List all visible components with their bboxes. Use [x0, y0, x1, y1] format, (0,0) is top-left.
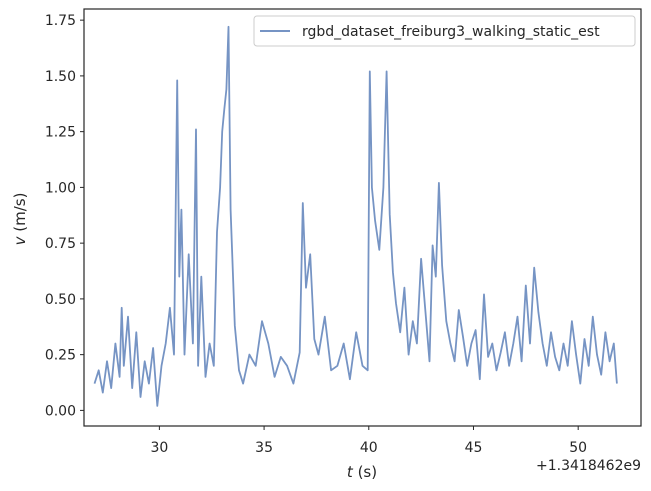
legend-box [253, 15, 636, 47]
x-axis-label-symbol: t [347, 463, 354, 481]
x-axis-offset: +1.3418462e9 [536, 458, 641, 474]
x-tick-label: 30 [150, 440, 168, 456]
y-axis-ticks: 0.00 0.25 0.50 0.75 1.00 1.25 1.50 1.75 [45, 13, 84, 419]
x-axis-label: t (s) [347, 463, 377, 481]
y-tick-label: 0.00 [45, 403, 76, 419]
x-tick-label: 40 [360, 440, 378, 456]
y-tick-label: 1.25 [45, 125, 76, 141]
series-line-0 [93, 25, 618, 407]
y-tick-label: 1.75 [45, 13, 76, 29]
x-axis-label-unit: (s) [353, 463, 377, 481]
x-tick-label: 45 [465, 440, 483, 456]
y-tick-label: 1.00 [45, 180, 76, 196]
y-tick-label: 1.50 [45, 69, 76, 85]
x-axis-ticks: 30 35 40 45 50 [150, 426, 587, 456]
x-tick-label: 35 [255, 440, 273, 456]
y-tick-label: 0.75 [45, 236, 76, 252]
y-axis-label: v (m/s) [11, 193, 29, 246]
legend-entry-label: rgbd_dataset_freiburg3_walking_static_es… [302, 24, 600, 40]
legend: rgbd_dataset_freiburg3_walking_static_es… [253, 15, 636, 47]
y-tick-label: 0.50 [45, 292, 76, 308]
series-layer [93, 25, 618, 407]
y-axis-label-symbol: v [11, 235, 29, 245]
plot-frame [83, 8, 642, 427]
y-axis-label-unit: (m/s) [11, 193, 29, 237]
x-tick-label: 50 [569, 440, 587, 456]
y-tick-label: 0.25 [45, 348, 76, 364]
